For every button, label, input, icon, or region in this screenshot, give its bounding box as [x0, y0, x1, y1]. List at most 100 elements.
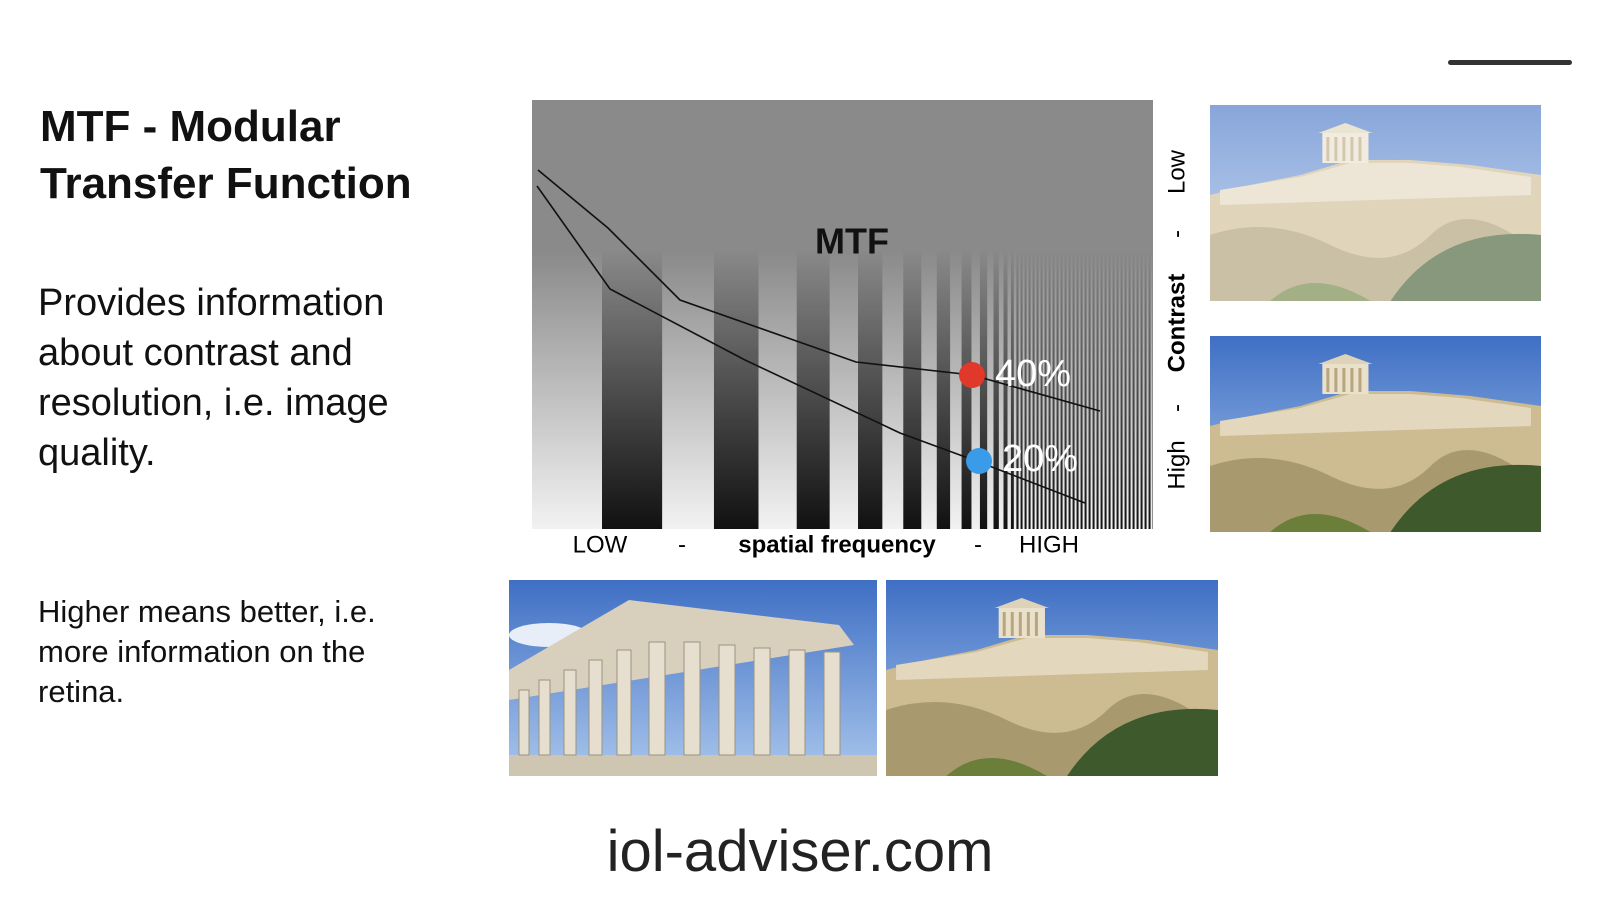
grating-stripe	[1044, 100, 1047, 529]
grating-stripe	[1118, 100, 1121, 529]
grating-stripe	[1022, 100, 1025, 529]
grating-stripe	[882, 100, 904, 529]
grating-stripe	[1082, 100, 1085, 529]
mtf-curve	[537, 169, 1101, 412]
grating-stripe	[1126, 100, 1129, 529]
grating-stripe	[1124, 100, 1127, 529]
grating-stripe	[1110, 100, 1113, 529]
body-text: Provides information about contrast and …	[38, 282, 389, 474]
grating-stripe	[1128, 100, 1131, 529]
grating-stripe	[1013, 100, 1017, 529]
grating-stripe	[971, 100, 980, 529]
grating-stripe	[1144, 100, 1147, 529]
grating-stripe	[1076, 100, 1079, 529]
grating-stripe	[993, 100, 999, 529]
grating-stripe	[602, 100, 663, 529]
grating-stripe	[1064, 100, 1067, 529]
grating-stripe	[1018, 100, 1021, 529]
grating-stripe	[1112, 100, 1115, 529]
grating-stripe	[829, 100, 859, 529]
grating-stripe	[1142, 100, 1145, 529]
x-axis-separator: -	[678, 531, 686, 558]
grating-stripe	[1090, 100, 1093, 529]
point-label: 20%	[1002, 438, 1078, 480]
grating-stripe	[1040, 100, 1043, 529]
grating-stripe	[1048, 100, 1051, 529]
point-marker	[959, 362, 985, 388]
grating-stripe	[950, 100, 962, 529]
y-axis-high: High	[1163, 440, 1190, 489]
grating-stripe	[1007, 100, 1011, 529]
slide-title: MTF - Modular Transfer Function	[40, 102, 412, 208]
grating-stripe	[1086, 100, 1089, 529]
grating-stripe	[1003, 100, 1008, 529]
footer-url: iol-adviser.com	[606, 819, 994, 884]
grating-stripe	[1056, 100, 1059, 529]
grating-stripe	[1108, 100, 1111, 529]
grating-stripe	[1092, 100, 1095, 529]
grating-stripe	[1134, 100, 1137, 529]
grating-stripe	[1038, 100, 1041, 529]
grating-stripe	[1010, 100, 1014, 529]
grating-stripe	[1104, 100, 1107, 529]
grating-stripe	[1070, 100, 1073, 529]
grating-stripe	[1072, 100, 1075, 529]
y-axis-separator: -	[1163, 404, 1190, 412]
grating-stripe	[1036, 100, 1039, 529]
y-axis-label: Contrast	[1163, 274, 1190, 373]
grating-stripe	[1106, 100, 1109, 529]
grating-stripe	[1052, 100, 1055, 529]
grating-stripe	[1042, 100, 1045, 529]
grating-stripe	[1122, 100, 1125, 529]
grating-stripe	[1120, 100, 1123, 529]
grating-stripe	[662, 100, 714, 529]
diagram-title: MTF	[815, 221, 889, 262]
body-text: Higher means better, i.e. more informati…	[38, 594, 376, 709]
grating-stripe	[1054, 100, 1057, 529]
grating-stripe	[1116, 100, 1119, 529]
grating-stripe	[1020, 100, 1023, 529]
grating-stripe	[1074, 100, 1077, 529]
grating-stripe	[758, 100, 797, 529]
y-axis-separator: -	[1163, 230, 1190, 238]
grating-stripe	[1098, 100, 1101, 529]
mtf-curve	[536, 185, 1086, 504]
grating-stripe	[1024, 100, 1027, 529]
point-label: 40%	[995, 353, 1071, 395]
x-axis-low: LOW	[573, 531, 628, 558]
point-marker	[966, 448, 992, 474]
grating-stripe	[1084, 100, 1087, 529]
grating-stripe	[1078, 100, 1081, 529]
grating-stripe	[998, 100, 1004, 529]
grating-stripe	[1132, 100, 1135, 529]
grating-stripe	[796, 100, 830, 529]
x-axis-label: spatial frequency	[738, 531, 936, 558]
grating-stripe	[1028, 100, 1031, 529]
grating-stripe	[1088, 100, 1091, 529]
grating-stripe	[1050, 100, 1053, 529]
grating-stripe	[1068, 100, 1071, 529]
grating-stripe	[921, 100, 937, 529]
grating-stripe	[1066, 100, 1069, 529]
grating-stripe	[1102, 100, 1105, 529]
grating-stripe	[903, 100, 922, 529]
grating-stripe	[1058, 100, 1061, 529]
grating-stripe	[1062, 100, 1065, 529]
grating-stripe	[1030, 100, 1033, 529]
photo-parthenon	[509, 580, 877, 776]
grating-stripe	[1094, 100, 1097, 529]
grating-stripe	[987, 100, 994, 529]
grating-stripe	[1150, 100, 1153, 529]
photo-low-contrast	[1210, 105, 1541, 301]
grating-stripe	[858, 100, 883, 529]
grating-stripe	[1026, 100, 1029, 529]
grating-stripe	[1100, 100, 1103, 529]
frequency-grating	[532, 100, 1153, 529]
grating-stripe	[936, 100, 951, 529]
grating-stripe	[1146, 100, 1149, 529]
grating-stripe	[532, 100, 602, 529]
grating-stripe	[1046, 100, 1049, 529]
photo-high-contrast	[1210, 336, 1541, 532]
